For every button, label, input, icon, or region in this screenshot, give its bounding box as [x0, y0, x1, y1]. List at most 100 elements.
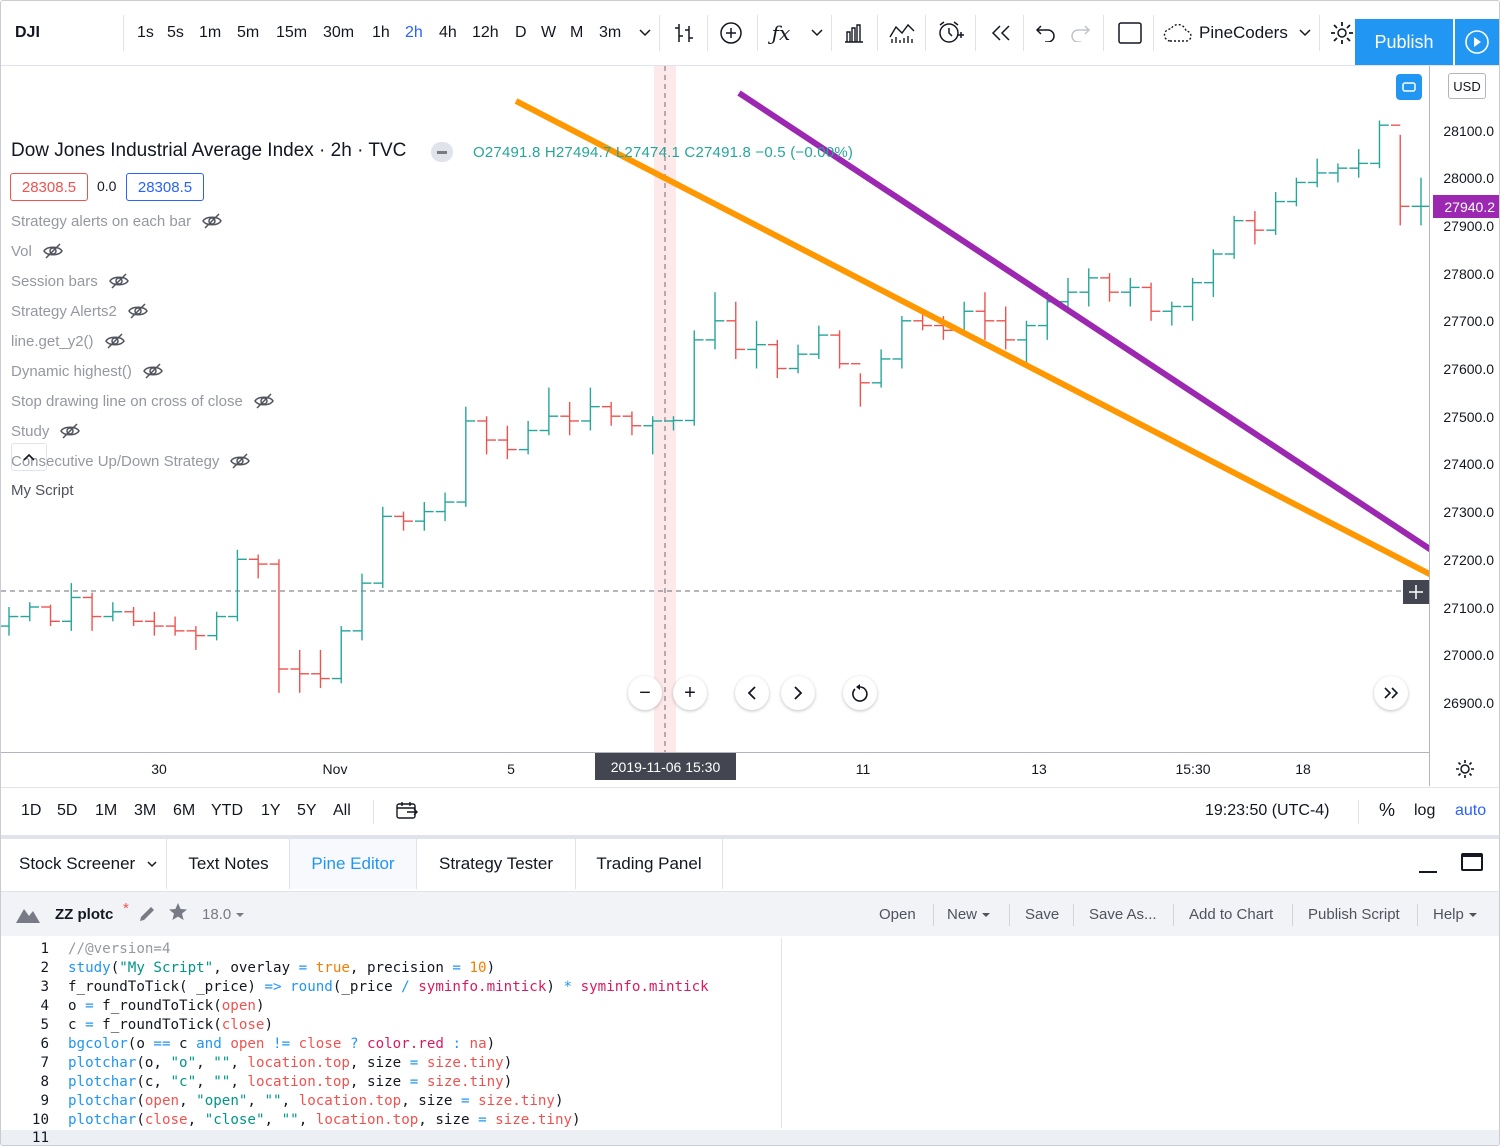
range-1m[interactable]: 1M — [95, 802, 118, 819]
currency-button[interactable]: USD — [1448, 73, 1486, 99]
fullscreen-icon[interactable] — [1115, 1, 1145, 65]
settings-icon[interactable] — [1327, 1, 1357, 65]
code-line[interactable]: plotchar(c, "c", "", location.top, size … — [68, 1074, 513, 1090]
new-script-button[interactable]: New — [947, 906, 991, 923]
maximize-panel-icon[interactable] — [1461, 853, 1483, 871]
study-legend-item[interactable]: Stop drawing line on cross of close — [11, 392, 275, 410]
add-compare-icon[interactable] — [717, 1, 745, 65]
open-script-button[interactable]: Open — [879, 906, 916, 923]
interval-1h[interactable]: 1h — [372, 24, 390, 41]
eye-hidden-icon[interactable] — [201, 212, 223, 230]
scale-mode-icon[interactable] — [1396, 74, 1422, 100]
tab-stock-screener[interactable]: Stock Screener — [1, 839, 167, 889]
range-5d[interactable]: 5D — [57, 802, 78, 819]
layout-name[interactable]: PineCoders — [1199, 23, 1288, 42]
tab-text-notes[interactable]: Text Notes — [168, 839, 290, 889]
code-line[interactable]: o = f_roundToTick(open) — [68, 998, 265, 1014]
study-legend-item[interactable]: Study — [11, 422, 81, 440]
range-6m[interactable]: 6M — [173, 802, 196, 819]
code-line[interactable]: plotchar(close, "close", "", location.to… — [68, 1112, 581, 1128]
goto-date-icon[interactable] — [395, 800, 419, 827]
interval-12h[interactable]: 12h — [472, 24, 499, 41]
rename-pencil-icon[interactable] — [137, 904, 157, 929]
indicators-icon[interactable]: ƒx — [771, 21, 791, 45]
chevron-down-icon[interactable] — [637, 1, 653, 65]
legend-toggle-button[interactable] — [11, 443, 47, 471]
redo-icon[interactable] — [1067, 1, 1093, 65]
financials-icon[interactable] — [841, 1, 867, 65]
interval-2h[interactable]: 2h — [405, 24, 423, 41]
range-1d[interactable]: 1D — [21, 802, 42, 819]
range-5y[interactable]: 5Y — [297, 802, 317, 819]
code-editor[interactable]: 1 //@version=4 2 study("My Script", overla… — [1, 938, 1499, 1145]
alert-icon[interactable] — [935, 1, 965, 65]
interval-5m[interactable]: 5m — [237, 24, 260, 41]
interval-w[interactable]: W — [541, 24, 557, 41]
scroll-right-button[interactable] — [781, 676, 815, 710]
study-legend-item[interactable]: Consecutive Up/Down Strategy — [11, 452, 251, 470]
interval-m[interactable]: M — [570, 24, 584, 41]
code-line[interactable]: f_roundToTick( _price) => round(_price /… — [68, 979, 709, 995]
code-line[interactable]: c = f_roundToTick(close) — [68, 1017, 274, 1033]
star-icon[interactable] — [168, 902, 188, 927]
chevron-down-icon[interactable] — [1297, 1, 1313, 65]
interval-30m[interactable]: 30m — [323, 24, 355, 41]
undo-icon[interactable] — [1033, 1, 1059, 65]
minimize-panel-icon[interactable] — [1419, 871, 1437, 873]
clock-timezone[interactable]: 19:23:50 (UTC-4) — [1205, 802, 1330, 819]
code-line[interactable]: bgcolor(o == c and open != close ? color… — [68, 1036, 496, 1052]
publish-button[interactable]: Publish — [1355, 19, 1453, 65]
zoom-out-button[interactable]: − — [628, 676, 662, 710]
bid-price-button[interactable]: 28308.5 — [10, 173, 88, 201]
help-menu-button[interactable]: Help — [1433, 906, 1478, 923]
panel-divider[interactable] — [1, 835, 1499, 839]
interval-1s[interactable]: 1s — [137, 24, 154, 41]
time-axis[interactable]: 30 Nov 5 11 13 15:30 18 — [1, 752, 1429, 787]
range-all[interactable]: All — [333, 802, 351, 819]
eye-hidden-icon[interactable] — [127, 302, 149, 320]
replay-icon[interactable] — [987, 1, 1015, 65]
interval-5s[interactable]: 5s — [167, 24, 184, 41]
log-scale-toggle[interactable]: log — [1414, 802, 1436, 819]
eye-hidden-icon[interactable] — [104, 332, 126, 350]
code-line[interactable]: plotchar(o, "o", "", location.top, size … — [68, 1055, 513, 1071]
interval-1m[interactable]: 1m — [199, 24, 222, 41]
study-legend-item[interactable]: Strategy Alerts2 — [11, 302, 149, 320]
axis-settings-icon[interactable] — [1454, 758, 1476, 785]
play-icon[interactable] — [1455, 19, 1499, 65]
publish-script-button[interactable]: Publish Script — [1308, 906, 1400, 923]
version-selector[interactable]: 18.0 — [202, 906, 245, 923]
legend-collapse-icon[interactable] — [431, 142, 453, 162]
auto-scale-toggle[interactable]: auto — [1455, 802, 1487, 819]
script-name[interactable]: ZZ plotc — [55, 906, 114, 923]
add-to-chart-button[interactable]: Add to Chart — [1189, 906, 1274, 923]
tab-pine-editor[interactable]: Pine Editor — [290, 839, 417, 889]
percent-scale-toggle[interactable]: % — [1379, 800, 1396, 820]
reset-chart-button[interactable] — [843, 676, 877, 710]
chart-pane[interactable]: Dow Jones Industrial Average Index · 2h … — [1, 66, 1429, 752]
study-legend-item[interactable]: Strategy alerts on each bar — [11, 212, 223, 230]
study-legend-item[interactable]: line.get_y2() — [11, 332, 126, 350]
range-ytd[interactable]: YTD — [211, 802, 243, 819]
study-legend-item[interactable]: Vol — [11, 242, 64, 260]
study-legend-item[interactable]: My Script — [11, 482, 74, 499]
symbol-search[interactable]: DJI — [15, 24, 40, 41]
eye-hidden-icon[interactable] — [108, 272, 130, 290]
save-script-button[interactable]: Save — [1025, 906, 1060, 923]
range-1y[interactable]: 1Y — [261, 802, 281, 819]
study-legend-item[interactable]: Dynamic highest() — [11, 362, 164, 380]
code-line[interactable]: study("My Script", overlay = true, preci… — [68, 960, 496, 976]
templates-icon[interactable] — [887, 1, 917, 65]
interval-3m[interactable]: 3m — [599, 24, 622, 41]
tab-strategy-tester[interactable]: Strategy Tester — [417, 839, 576, 889]
range-3m[interactable]: 3M — [134, 802, 157, 819]
zoom-in-button[interactable]: + — [673, 676, 707, 710]
eye-hidden-icon[interactable] — [42, 242, 64, 260]
code-line[interactable]: //@version=4 — [68, 941, 171, 957]
ask-price-button[interactable]: 28308.5 — [126, 173, 204, 201]
eye-hidden-icon[interactable] — [142, 362, 164, 380]
cloud-icon[interactable] — [1161, 1, 1193, 65]
eye-hidden-icon[interactable] — [59, 422, 81, 440]
interval-d[interactable]: D — [515, 24, 527, 41]
code-line[interactable]: plotchar(open, "open", "", location.top,… — [68, 1093, 564, 1109]
